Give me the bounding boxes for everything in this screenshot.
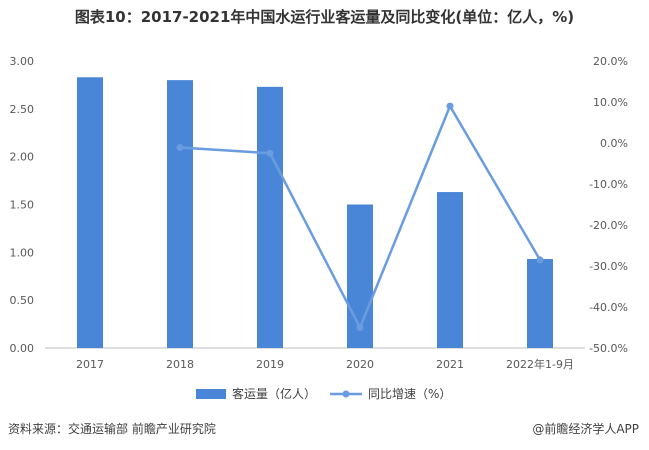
y-left-tick-label: 3.00	[10, 55, 35, 68]
y-right-tick-label: -40.0%	[589, 301, 628, 314]
growth-point	[176, 144, 184, 152]
x-tick-label: 2018	[166, 358, 194, 371]
y-right-tick-label: -50.0%	[589, 342, 628, 355]
legend-bar-label: 客运量（亿人）	[232, 386, 316, 401]
x-tick-label: 2019	[256, 358, 284, 371]
legend-bar-swatch	[196, 389, 226, 399]
growth-point	[356, 324, 364, 331]
chart-title: 图表10：2017-2021年中国水运行业客运量及同比变化(单位：亿人，%)	[74, 8, 575, 26]
y-right-tick-label: -20.0%	[589, 219, 628, 232]
y-right-tick-label: -30.0%	[589, 260, 628, 273]
x-tick-label: 2021	[436, 358, 464, 371]
source-note: 资料来源：交通运输部 前瞻产业研究院	[8, 422, 216, 436]
y-right-tick-label: -10.0%	[589, 178, 628, 191]
bar	[257, 86, 283, 348]
y-left-tick-label: 1.00	[10, 246, 35, 259]
x-tick-label: 2020	[346, 358, 374, 371]
bar	[167, 80, 193, 348]
y-right-tick-label: 10.0%	[593, 96, 628, 109]
legend-line-label: 同比增速（%）	[368, 387, 451, 401]
y-left-tick-label: 2.50	[10, 103, 35, 116]
growth-point	[536, 256, 544, 264]
x-tick-label: 2017	[76, 358, 104, 371]
y-left-tick-label: 0.00	[10, 342, 35, 355]
growth-point	[266, 149, 274, 157]
brand-note: @前瞻经济学人APP	[532, 422, 639, 436]
y-left-tick-label: 1.50	[10, 199, 35, 212]
x-tick-label: 2022年1-9月	[506, 357, 574, 371]
y-left-tick-label: 0.50	[10, 294, 35, 307]
y-right-tick-label: 0.0%	[600, 137, 628, 150]
y-right-tick-label: 20.0%	[593, 55, 628, 68]
legend-line-marker	[342, 390, 350, 398]
bar-line-chart: 0.00 0.50 1.00 1.50 2.00 2.50 3.00 -50.0% -40.0%…	[10, 55, 629, 401]
growth-point	[446, 102, 454, 110]
bar	[437, 192, 463, 348]
bar	[527, 259, 553, 348]
y-left-tick-label: 2.00	[10, 151, 35, 164]
bar	[77, 77, 103, 348]
